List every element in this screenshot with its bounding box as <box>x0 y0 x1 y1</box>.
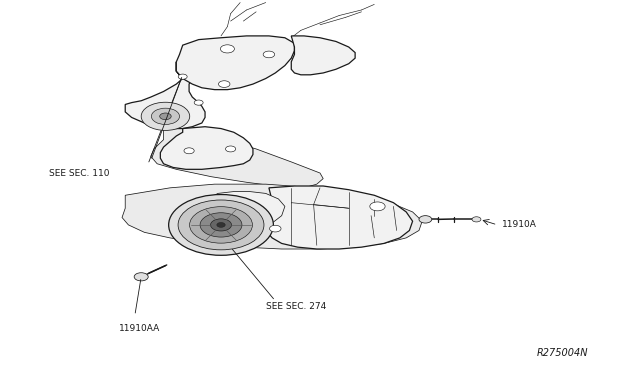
Circle shape <box>152 108 179 125</box>
Circle shape <box>160 113 172 120</box>
Circle shape <box>178 200 264 250</box>
Text: SEE SEC. 274: SEE SEC. 274 <box>266 302 326 311</box>
Circle shape <box>141 102 189 131</box>
Circle shape <box>218 81 230 87</box>
Polygon shape <box>125 62 205 129</box>
Polygon shape <box>122 184 422 249</box>
Polygon shape <box>291 36 355 75</box>
Circle shape <box>472 217 481 222</box>
Circle shape <box>189 207 252 243</box>
Circle shape <box>200 213 242 237</box>
Text: 11910A: 11910A <box>502 221 537 230</box>
Polygon shape <box>182 192 285 249</box>
Circle shape <box>220 45 234 53</box>
Text: 11910AA: 11910AA <box>119 324 160 333</box>
Polygon shape <box>151 129 323 188</box>
Circle shape <box>211 219 232 231</box>
Circle shape <box>225 146 236 152</box>
Circle shape <box>194 100 203 105</box>
Polygon shape <box>266 186 413 249</box>
Circle shape <box>169 195 273 255</box>
Circle shape <box>178 74 187 79</box>
Polygon shape <box>176 36 294 90</box>
Circle shape <box>217 222 225 227</box>
Circle shape <box>263 51 275 58</box>
Circle shape <box>184 148 194 154</box>
Circle shape <box>370 202 385 211</box>
Text: SEE SEC. 110: SEE SEC. 110 <box>49 169 109 177</box>
Circle shape <box>269 225 281 232</box>
Text: R275004N: R275004N <box>537 348 589 358</box>
Circle shape <box>419 216 432 223</box>
Circle shape <box>134 273 148 281</box>
Polygon shape <box>161 127 253 169</box>
